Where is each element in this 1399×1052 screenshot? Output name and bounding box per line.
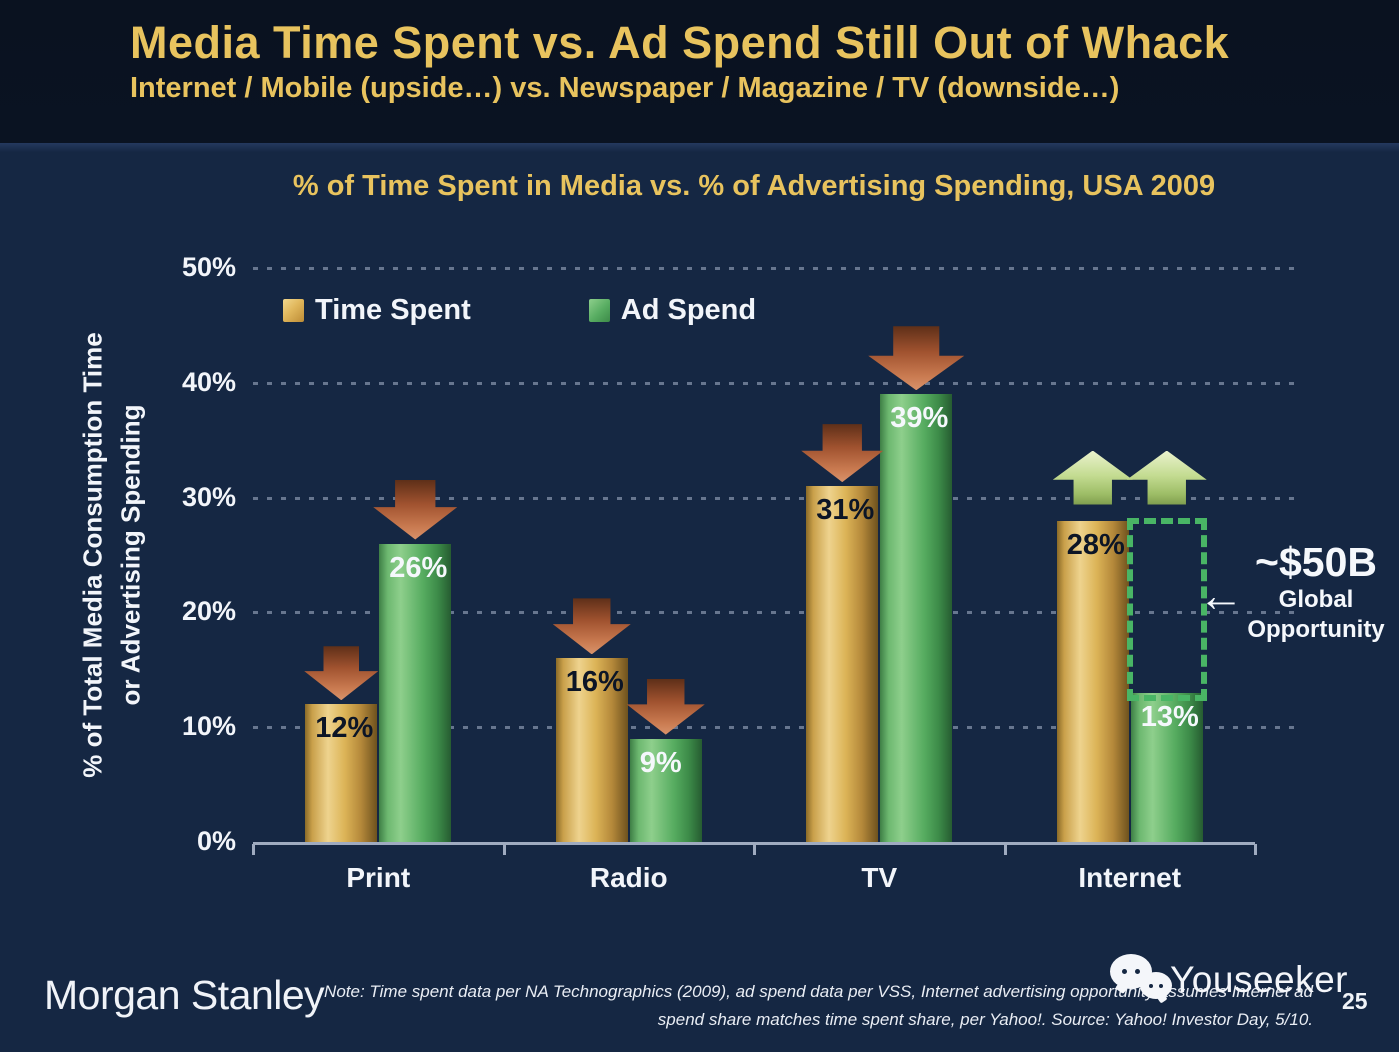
left-arrow-icon: ← — [1198, 569, 1244, 621]
legend-item-time-spent: Time Spent — [283, 294, 471, 327]
category-label-internet: Internet — [1078, 862, 1182, 893]
bar-value-label: 39% — [890, 402, 949, 435]
chart-legend: Time Spent Ad Spend — [283, 294, 756, 327]
opportunity-label-line2: Opportunity — [1247, 616, 1385, 644]
bar-tv-gold — [806, 486, 879, 842]
x-axis-tick — [753, 844, 756, 855]
bar-value-label: 28% — [1066, 528, 1125, 561]
watermark: Youseeker — [1108, 952, 1348, 1008]
y-tick-label-10: 10% — [181, 711, 236, 742]
source-note-line2: spend share matches time spent share, pe… — [657, 1010, 1313, 1029]
y-tick-label-50: 50% — [181, 252, 236, 282]
y-tick-label-40: 40% — [181, 366, 236, 397]
down-arrow-icon-tv-1 — [868, 326, 965, 391]
slide-subtitle: Internet / Mobile (upside…) vs. Newspape… — [130, 72, 1120, 104]
x-axis-tick — [1254, 844, 1257, 855]
legend-item-ad-spend: Ad Spend — [588, 294, 757, 327]
ad-spend-swatch-icon — [588, 299, 610, 322]
slide-title: Media Time Spent vs. Ad Spend Still Out … — [130, 17, 1230, 68]
bar-internet-gold — [1056, 520, 1129, 842]
x-axis-tick — [502, 844, 506, 855]
x-axis-tick — [252, 844, 255, 855]
gridline-50 — [253, 267, 1295, 270]
time-spent-swatch-icon — [283, 299, 304, 322]
opportunity-annotation: ~$50B Global Opportunity — [1243, 539, 1389, 645]
header-edge-highlight — [0, 143, 1399, 152]
page-number: 25 — [1342, 988, 1368, 1014]
chat-bubble-small — [1140, 972, 1172, 999]
source-note: Note: Time spent data per NA Technograph… — [313, 978, 1313, 1034]
down-arrow-icon-print-0 — [304, 646, 379, 701]
gridline-40 — [253, 381, 1295, 385]
category-label-radio: Radio — [589, 862, 668, 893]
legend-label-ad-spend: Ad Spend — [620, 294, 757, 326]
bar-value-label: 12% — [315, 712, 374, 745]
source-note-line1: Note: Time spent data per NA Technograph… — [324, 982, 1313, 1001]
y-tick-label-20: 20% — [181, 596, 236, 627]
y-tick-label-0: 0% — [196, 826, 236, 856]
bar-print-green — [379, 543, 452, 842]
watermark-text: Youseeker — [1170, 959, 1348, 1000]
legend-label-time-spent: Time Spent — [315, 294, 471, 326]
bar-tv-green — [880, 394, 953, 842]
bar-radio-gold — [555, 658, 628, 842]
category-label-print: Print — [346, 862, 411, 893]
bar-value-label: 13% — [1140, 700, 1199, 733]
x-axis-tick — [1003, 844, 1007, 855]
bar-value-label: 31% — [816, 494, 875, 527]
y-axis-title-line1: % of Total Media Consumption Time — [77, 332, 108, 778]
gridline-20 — [253, 611, 1295, 615]
bar-value-label: 16% — [565, 666, 624, 699]
down-arrow-icon-tv-0 — [801, 424, 884, 483]
gridline-10 — [253, 726, 1295, 730]
chart-title: % of Time Spent in Media vs. % of Advert… — [292, 170, 1216, 202]
header-band — [0, 0, 1399, 143]
gridline-30 — [253, 496, 1295, 500]
bar-value-label: 9% — [639, 746, 682, 779]
down-arrow-icon-radio-0 — [552, 598, 631, 655]
category-label-tv: TV — [861, 862, 898, 893]
wechat-icon — [1108, 952, 1174, 1008]
opportunity-label-line1: Global — [1278, 586, 1354, 614]
y-tick-label-30: 30% — [181, 481, 236, 512]
opportunity-gap-box — [1126, 517, 1207, 701]
bar-value-label: 26% — [389, 551, 448, 584]
opportunity-value: ~$50B — [1255, 539, 1377, 585]
x-axis-line — [253, 842, 1255, 845]
bar-internet-green — [1130, 692, 1203, 842]
bar-radio-green — [629, 738, 702, 842]
bar-print-gold — [305, 704, 378, 842]
morgan-stanley-logo: Morgan Stanley — [44, 972, 325, 1018]
down-arrow-icon-print-1 — [373, 479, 458, 540]
